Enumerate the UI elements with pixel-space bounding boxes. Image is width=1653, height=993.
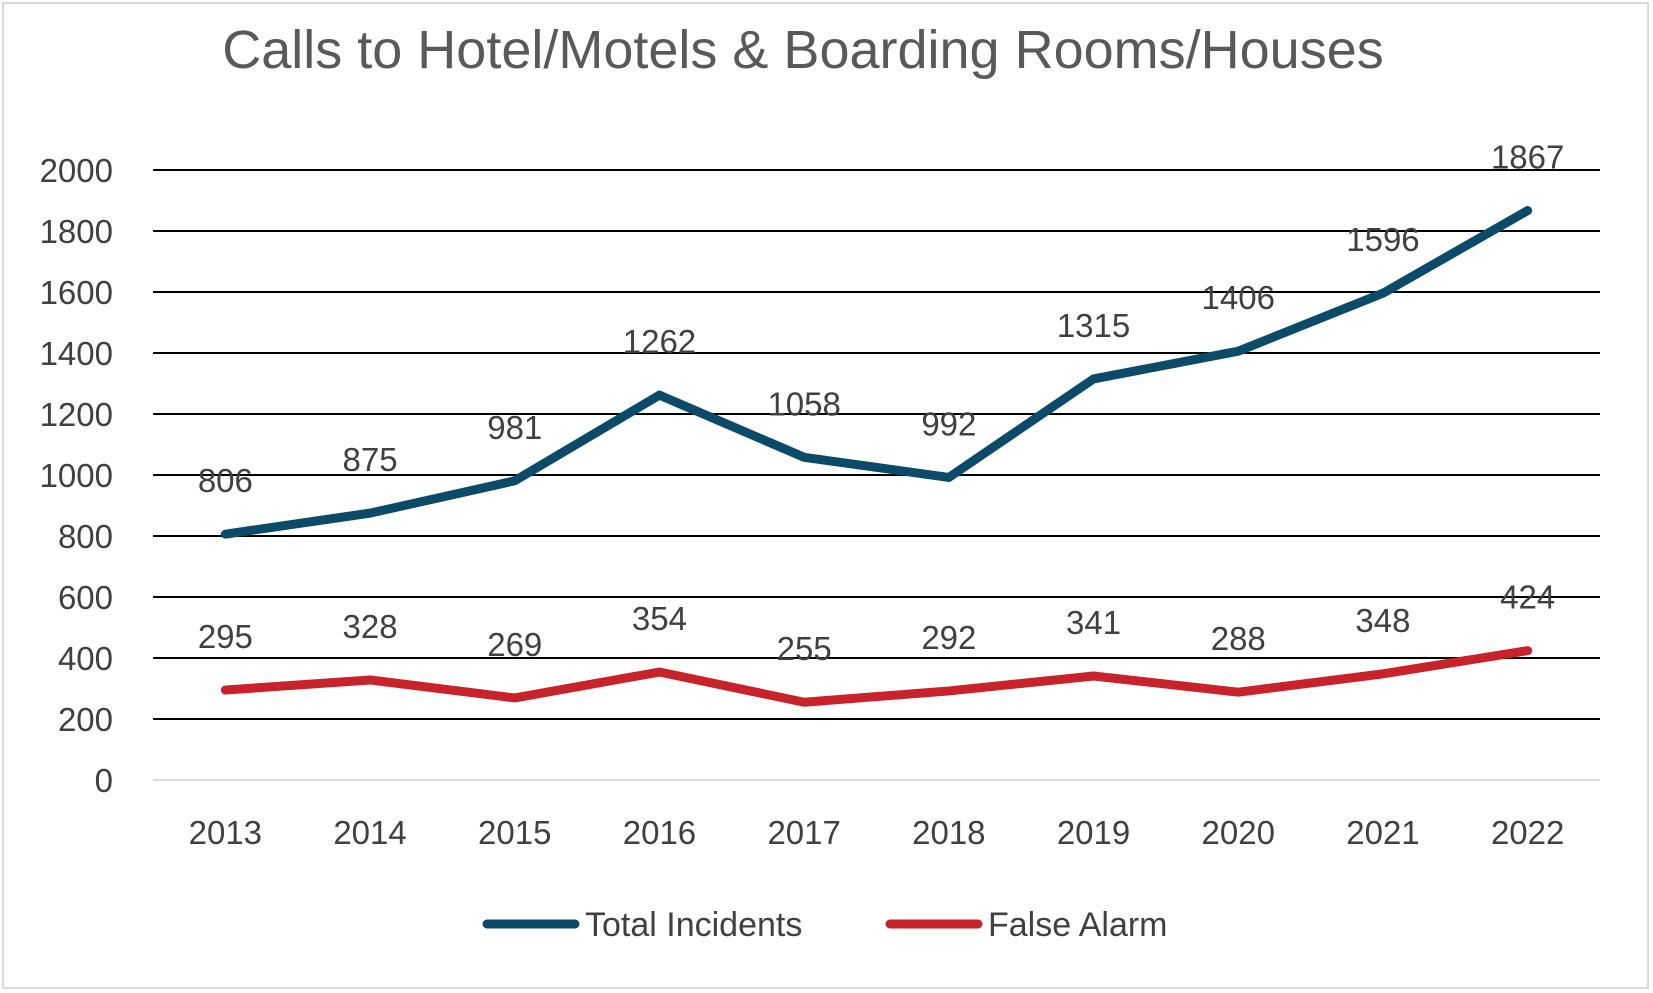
series-line-total-incidents <box>220 206 1533 539</box>
series-line-false-alarm <box>220 646 1533 707</box>
data-label: 288 <box>1211 620 1266 657</box>
y-tick-label: 400 <box>58 640 113 677</box>
x-tick-label: 2015 <box>478 814 551 851</box>
data-label: 292 <box>921 619 976 656</box>
y-tick-label: 600 <box>58 579 113 616</box>
x-tick-label: 2016 <box>623 814 696 851</box>
y-axis-ticks: 0 200 400 600 800 1000 1200 1400 1600 1800 2000 <box>40 152 113 799</box>
data-point <box>224 533 227 536</box>
gridlines <box>153 169 1600 781</box>
data-label: 1315 <box>1057 307 1130 344</box>
data-point <box>803 701 806 704</box>
data-point <box>947 476 950 479</box>
data-point <box>224 689 227 692</box>
x-tick-label: 2022 <box>1491 814 1564 851</box>
data-point <box>1526 649 1529 652</box>
data-label: 875 <box>343 441 398 478</box>
x-tick-label: 2020 <box>1202 814 1275 851</box>
legend-label: Total Incidents <box>585 906 802 944</box>
data-point <box>513 479 516 482</box>
data-point <box>1237 691 1240 694</box>
legend: Total Incidents False Alarm <box>482 906 1168 944</box>
y-tick-label: 1800 <box>40 213 113 250</box>
data-point <box>947 689 950 692</box>
x-axis-ticks: 2013 2014 2015 2016 2017 2018 2019 2020 2021 2022 <box>189 814 1565 851</box>
data-label: 1867 <box>1491 139 1564 176</box>
data-label: 1058 <box>767 385 840 422</box>
data-point <box>658 394 661 397</box>
data-point <box>1237 350 1240 353</box>
x-tick-label: 2017 <box>767 814 840 851</box>
data-label: 255 <box>777 630 832 667</box>
data-point <box>1092 674 1095 677</box>
data-point <box>369 512 372 515</box>
data-label: 992 <box>921 405 976 442</box>
data-label: 1406 <box>1202 279 1275 316</box>
data-label: 295 <box>198 618 253 655</box>
data-label: 269 <box>487 626 542 663</box>
data-label: 341 <box>1066 604 1121 641</box>
data-label: 1262 <box>623 323 696 360</box>
data-point <box>658 671 661 674</box>
data-point <box>513 696 516 699</box>
data-point <box>1381 292 1384 295</box>
data-label: 354 <box>632 600 687 637</box>
legend-label: False Alarm <box>988 906 1168 944</box>
data-point <box>369 678 372 681</box>
data-labels: 806 875 981 1262 1058 992 1315 1406 1596 1867 295 3… <box>198 139 1565 668</box>
chart-title: Calls to Hotel/Motels & Boarding Rooms/H… <box>222 20 1384 80</box>
y-tick-label: 1600 <box>40 274 113 311</box>
y-tick-label: 1000 <box>40 457 113 494</box>
y-tick-label: 0 <box>95 762 113 799</box>
y-tick-label: 1200 <box>40 396 113 433</box>
data-point <box>1526 209 1529 212</box>
data-label: 1596 <box>1346 221 1419 258</box>
y-tick-label: 1400 <box>40 335 113 372</box>
data-point <box>1092 377 1095 380</box>
y-tick-label: 2000 <box>40 152 113 189</box>
x-tick-label: 2018 <box>912 814 985 851</box>
y-tick-label: 800 <box>58 518 113 555</box>
x-tick-label: 2019 <box>1057 814 1130 851</box>
x-tick-label: 2021 <box>1346 814 1419 851</box>
data-label: 981 <box>487 409 542 446</box>
data-point <box>1381 672 1384 675</box>
data-label: 424 <box>1500 579 1555 616</box>
data-point <box>803 456 806 459</box>
x-tick-label: 2013 <box>189 814 262 851</box>
series-lines <box>220 206 1533 707</box>
y-tick-label: 200 <box>58 701 113 738</box>
x-tick-label: 2014 <box>333 814 406 851</box>
data-label: 328 <box>343 608 398 645</box>
data-label: 806 <box>198 462 253 499</box>
data-label: 348 <box>1355 602 1410 639</box>
